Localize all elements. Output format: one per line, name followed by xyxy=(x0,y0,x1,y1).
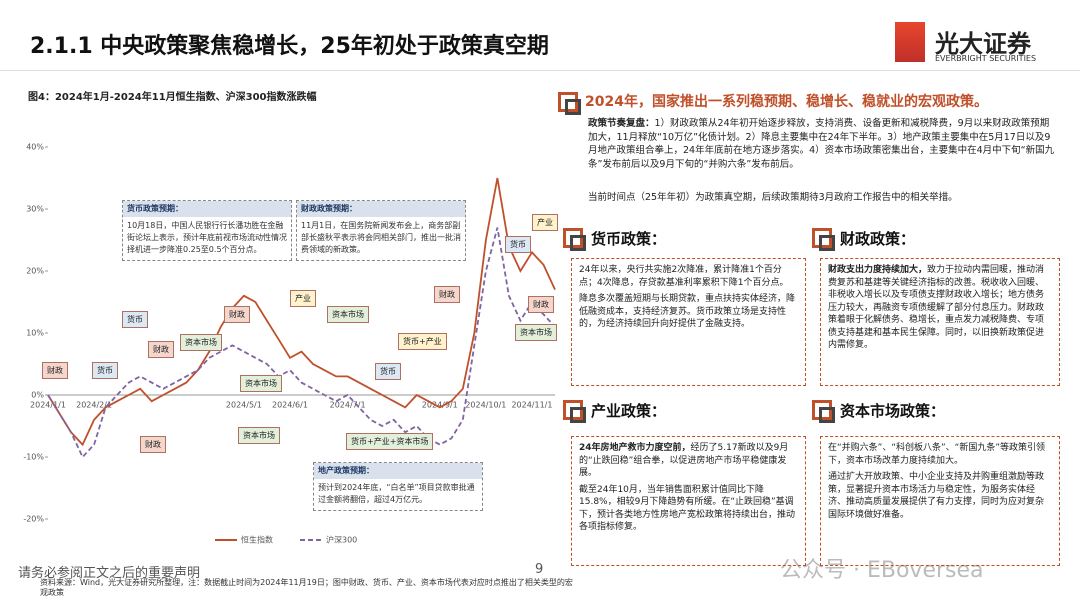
logo-mark xyxy=(895,22,925,62)
annotation: 财政 xyxy=(42,362,68,379)
section-box: 24年以来，央行共实施2次降准，累计降准1个百分点；4次降息，存贷款基准利率累积… xyxy=(571,258,806,386)
callout: 地产政策预期： 预计到2024年底，“白名单”项目贷款审批通过金额将翻倍，超过4万… xyxy=(313,462,483,511)
y-tick-label: 10% xyxy=(26,329,44,338)
callout-body: 预计到2024年底，“白名单”项目贷款审批通过金额将翻倍，超过4万亿元。 xyxy=(318,483,475,504)
x-tick-label: 2024/9/1 xyxy=(422,401,458,410)
section-box: 财政支出力度持续加大，致力于拉动内需回暖，推动消费复苏和基建等关键经济指标的改善… xyxy=(820,258,1060,386)
y-tick-label: 20% xyxy=(26,267,44,276)
annotation: 财政 xyxy=(528,296,554,313)
disclaimer: 请务必参阅正文之后的重要声明 xyxy=(18,566,201,581)
logo-cn: 光大证券 xyxy=(935,30,1031,58)
chart: -20% -10% 0% 10% 20% 30% 40% 2024/1/1 2024/2/1 20… xyxy=(23,143,556,545)
annotation: 货币+产业 xyxy=(398,333,447,350)
callout: 财政政策预期： 11月1日，在国务院新闻发布会上，商务部副部长盛秋平表示将会同相关… xyxy=(296,200,466,261)
x-tick-label: 2024/6/1 xyxy=(272,401,308,410)
y-tick-label: 0% xyxy=(31,391,44,400)
section-box: 在“并购六条”、“科创板八条”、“新国九条”等政策引领下，资本市场改革力度持续加… xyxy=(820,436,1060,566)
paragraph: 财政支出力度持续加大，致力于拉动内需回暖，推动消费复苏和基建等关键经济指标的改善… xyxy=(828,264,1052,352)
series-line xyxy=(47,227,556,459)
x-tick-label: 2024/5/1 xyxy=(226,401,262,410)
paragraph-text: 致力于拉动内需回暖，推动消费复苏和基建等关键经济指标的改善。税收收入回暖、非税收… xyxy=(828,265,1045,350)
review-label: 政策节奏复盘： xyxy=(588,118,655,129)
paragraph-text: 截至24年10月，当年销售面积累计值同比下降15.8%，相较9月下降趋势有所缓。… xyxy=(579,484,796,533)
review: 政策节奏复盘：1）财政政策从24年初开始逐步释放，支持消费、设备更新和减税降费，… xyxy=(588,117,1058,171)
annotation: 财政 xyxy=(148,341,174,358)
callout-body: 10月18日，中国人民银行行长潘功胜在金融街论坛上表示，预计年底前视市场流动性情… xyxy=(127,221,287,254)
paragraph-text: 通过扩大开放政策、中小企业支持及并购重组激励等政策，显著提升资本市场活力与稳定性… xyxy=(828,472,1045,520)
annotation: 资本市场 xyxy=(327,306,369,323)
y-tick-label: -20% xyxy=(23,515,44,524)
x-tick-label: 2024/7/1 xyxy=(330,401,366,410)
logo-en: EVERBRIGHT SECURITIES xyxy=(935,54,1037,63)
y-tick-label: 30% xyxy=(26,205,44,214)
current: 当前时间点（25年年初）为政策真空期，后续政策期待3月政府工作报告中的相关举措。 xyxy=(588,192,958,203)
review-text: 1）财政政策从24年初开始逐步释放，支持消费、设备更新和减税降费，9月以来财政政… xyxy=(588,118,1055,170)
icon xyxy=(812,400,835,423)
annotation: 资本市场 xyxy=(238,427,280,444)
annotation: 货币 xyxy=(92,362,118,379)
annotation: 货币+产业+资本市场 xyxy=(346,433,434,450)
annotation: 资本市场 xyxy=(180,334,222,351)
callout-body: 11月1日，在国务院新闻发布会上，商务部副部长盛秋平表示将会同相关部门，推出一批… xyxy=(301,221,461,254)
paragraph-text: 24年以来，央行共实施2次降准，累计降准1个百分点；4次降息，存贷款基准利率累积… xyxy=(579,265,789,288)
source-note: 资料来源：Wind，光大证券研究所整理，注：数据截止时间为2024年11月19日… xyxy=(40,578,573,597)
series-line xyxy=(47,177,556,447)
icon xyxy=(563,400,586,423)
annotation: 货币 xyxy=(375,363,401,380)
bold-lead: 财政支出力度持续加大， xyxy=(828,265,928,275)
section-title: 财政政策： xyxy=(840,230,916,248)
paragraph: 降息多次覆盖短期与长期贷款，重点扶持实体经济，降低融资成本，支持经济复苏。货币政… xyxy=(579,293,798,331)
divider xyxy=(0,70,1080,71)
annotation: 资本市场 xyxy=(240,375,282,392)
annotation: 财政 xyxy=(434,286,460,303)
paragraph: 在“并购六条”、“科创板八条”、“新国九条”等政策引领下，资本市场改革力度持续加… xyxy=(828,442,1052,467)
icon xyxy=(563,228,586,251)
icon xyxy=(812,228,835,251)
paragraph-text: 降息多次覆盖短期与长期贷款，重点扶持实体经济，降低融资成本，支持经济复苏。货币政… xyxy=(579,294,796,329)
y-tick-label: 40% xyxy=(26,143,44,152)
annotation: 货币 xyxy=(122,311,148,328)
annotation: 资本市场 xyxy=(515,324,557,341)
slide-title: 2.1.1 中央政策聚焦稳增长，25年初处于政策真空期 xyxy=(30,34,549,59)
x-tick-label: 2024/10/1 xyxy=(465,401,506,410)
bold-lead: 24年房地产救市力度空前， xyxy=(579,443,691,453)
paragraph-text: 在“并购六条”、“科创板八条”、“新国九条”等政策引领下，资本市场改革力度持续加… xyxy=(828,443,1045,466)
callout: 货币政策预期： 10月18日，中国人民银行行长潘功胜在金融街论坛上表示，预计年底前… xyxy=(122,200,292,261)
paragraph-text: 经历了5.17新政以及9月的“止跌回稳”组合拳，以促进房地产市场平稳健康发展。 xyxy=(579,443,789,478)
x-tick-label: 2024/2/1 xyxy=(76,401,112,410)
paragraph: 通过扩大开放政策、中小企业支持及并购重组激励等政策，显著提升资本市场活力与稳定性… xyxy=(828,471,1052,521)
callout-title: 财政政策预期： xyxy=(297,201,465,217)
page-number: 9 xyxy=(535,562,544,577)
annotation: 货币 xyxy=(505,236,531,253)
y-tick-label: -10% xyxy=(23,453,44,462)
legend-label: 沪深300 xyxy=(326,535,357,545)
paragraph: 截至24年10月，当年销售面积累计值同比下降15.8%，相较9月下降趋势有所缓。… xyxy=(579,484,798,534)
annotation: 产业 xyxy=(532,214,558,231)
x-tick-label: 2024/11/1 xyxy=(511,401,552,410)
icon xyxy=(558,92,581,115)
paragraph: 24年以来，央行共实施2次降准，累计降准1个百分点；4次降息，存贷款基准利率累积… xyxy=(579,264,798,289)
headline: 2024年，国家推出一系列稳预期、稳增长、稳就业的宏观政策。 xyxy=(585,94,988,110)
annotation: 产业 xyxy=(290,290,316,307)
annotation: 财政 xyxy=(224,306,250,323)
callout-title: 地产政策预期： xyxy=(314,463,482,479)
callout-title: 货币政策预期： xyxy=(123,201,291,217)
paragraph: 24年房地产救市力度空前，经历了5.17新政以及9月的“止跌回稳”组合拳，以促进… xyxy=(579,442,798,480)
legend-label: 恒生指数 xyxy=(241,535,273,545)
section-title: 货币政策： xyxy=(591,230,667,248)
section-title: 产业政策： xyxy=(591,402,667,420)
watermark: 公众号 · EBoversea xyxy=(780,558,984,583)
x-tick-label: 2024/1/1 xyxy=(30,401,66,410)
annotation: 财政 xyxy=(140,436,166,453)
chart-title: 图4：2024年1月-2024年11月恒生指数、沪深300指数涨跌幅 xyxy=(28,92,317,103)
section-title: 资本市场政策： xyxy=(840,402,946,420)
section-box: 24年房地产救市力度空前，经历了5.17新政以及9月的“止跌回稳”组合拳，以促进… xyxy=(571,436,806,566)
